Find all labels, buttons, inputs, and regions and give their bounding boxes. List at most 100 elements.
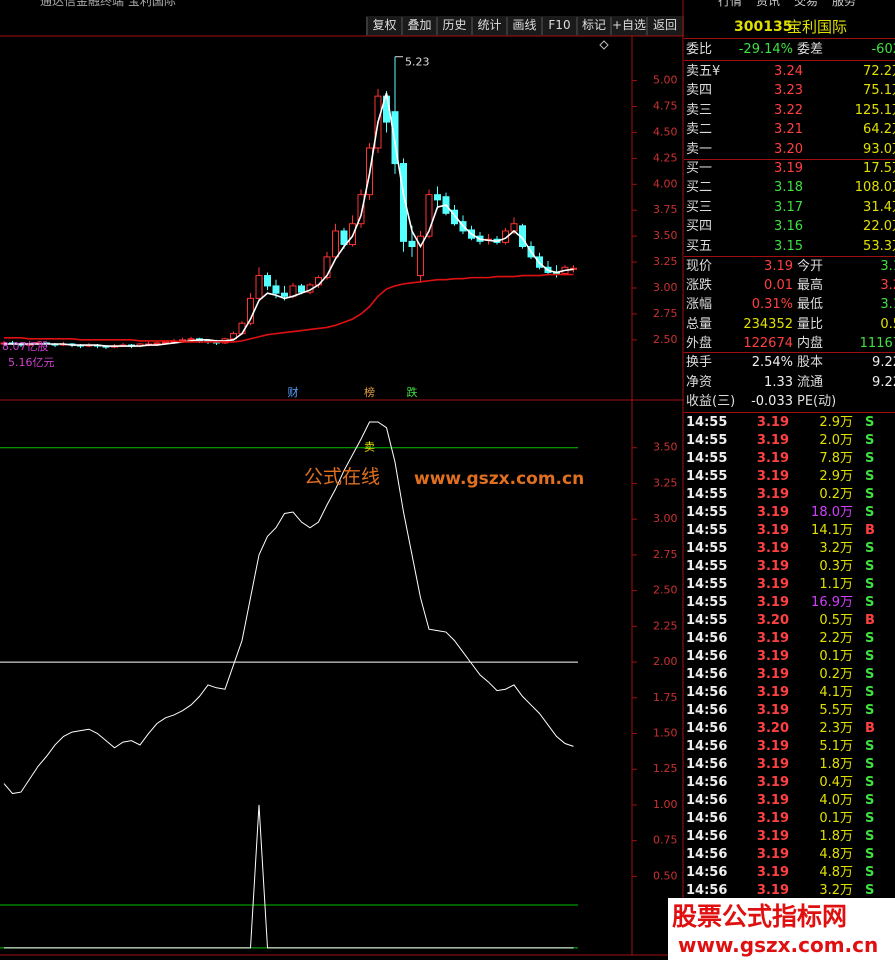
stock-code: 300135 bbox=[734, 19, 793, 35]
trade-price: 3.19 bbox=[756, 433, 789, 448]
trade-time: 14:55 bbox=[686, 451, 728, 466]
top-tab[interactable]: 服务 bbox=[832, 0, 857, 8]
trade-volume: 0.2万 bbox=[819, 667, 853, 682]
trade-side: S bbox=[865, 829, 875, 844]
trade-side: S bbox=[865, 847, 875, 862]
quote-text: 买一 bbox=[686, 161, 713, 176]
event-marker: 财 bbox=[288, 385, 299, 399]
quote-text: 换手 bbox=[686, 355, 713, 370]
trade-volume: 4.1万 bbox=[819, 685, 853, 700]
trade-price: 3.19 bbox=[756, 685, 789, 700]
quote-text: 3.2 bbox=[880, 278, 895, 294]
trade-time: 14:55 bbox=[686, 559, 728, 574]
candle-body bbox=[391, 111, 399, 165]
quote-text: 72.2万 bbox=[863, 64, 895, 79]
quote-text: 3.22 bbox=[774, 102, 803, 118]
event-marker: 跌 bbox=[407, 385, 418, 399]
trade-volume: 2.2万 bbox=[819, 631, 853, 646]
quote-text: 买三 bbox=[686, 199, 713, 215]
toolbar-button[interactable]: 统计 bbox=[477, 18, 502, 32]
toolbar-button[interactable]: 返回 bbox=[652, 18, 677, 32]
y-tick-label: 2.75 bbox=[653, 307, 678, 320]
toolbar-button[interactable]: +自选 bbox=[611, 18, 647, 32]
trade-volume: 0.1万 bbox=[819, 811, 853, 826]
toolbar-button[interactable]: 历史 bbox=[442, 18, 467, 32]
quote-text: PE(动) bbox=[797, 394, 837, 409]
trade-side: S bbox=[865, 577, 875, 592]
overlay-text: 5.16亿元 bbox=[8, 356, 55, 369]
trade-time: 14:56 bbox=[686, 739, 728, 754]
y-tick-label: 0.75 bbox=[653, 834, 678, 847]
quote-text: 3.19 bbox=[774, 161, 803, 176]
toolbar-button[interactable]: 叠加 bbox=[407, 18, 432, 32]
charts: 2.50 2.75 3.00 3.25 3.50 3.75 4.00 4.25 4.50 4.75… bbox=[0, 0, 684, 960]
toolbar-button[interactable]: 复权 bbox=[372, 18, 397, 32]
quote-text: 股本 bbox=[797, 355, 824, 370]
panel-separator bbox=[684, 412, 895, 413]
trade-volume: 2.9万 bbox=[819, 469, 853, 484]
trade-side: B bbox=[865, 523, 875, 538]
quote-text: -29.14% bbox=[738, 42, 793, 57]
quote-text: 卖五¥ bbox=[686, 64, 721, 79]
trade-volume: 2.9万 bbox=[819, 415, 853, 430]
y-tick-label: 2.75 bbox=[653, 548, 678, 561]
trade-price: 3.19 bbox=[756, 667, 789, 682]
candle-body bbox=[340, 230, 348, 245]
trade-time: 14:55 bbox=[686, 505, 728, 520]
y-tick-label: 3.25 bbox=[653, 476, 678, 489]
trade-side: S bbox=[865, 811, 875, 826]
trade-volume: 16.9万 bbox=[811, 595, 853, 610]
quote-text: 3.20 bbox=[774, 141, 803, 157]
top-tab[interactable]: 行情 bbox=[718, 0, 743, 8]
trade-volume: 5.1万 bbox=[819, 739, 853, 754]
trade-side: S bbox=[865, 685, 875, 700]
trade-volume: 3.2万 bbox=[819, 541, 853, 556]
quote-text: 卖三 bbox=[686, 102, 713, 118]
quote-text: 最高 bbox=[797, 278, 824, 294]
quote-text: 买五 bbox=[686, 238, 713, 254]
trade-time: 14:56 bbox=[686, 703, 728, 718]
trade-time: 14:56 bbox=[686, 631, 728, 646]
quote-text: 3.23 bbox=[774, 83, 803, 99]
candle-body bbox=[417, 235, 424, 277]
candle-body bbox=[357, 194, 365, 225]
trade-price: 3.19 bbox=[756, 631, 789, 646]
trade-time: 14:55 bbox=[686, 577, 728, 592]
trade-time: 14:56 bbox=[686, 793, 728, 808]
candle-body bbox=[162, 341, 169, 344]
trade-volume: 2.0万 bbox=[819, 433, 853, 448]
candle-body bbox=[400, 163, 407, 242]
quote-text: 买二 bbox=[686, 180, 713, 196]
y-tick-label: 1.25 bbox=[653, 762, 678, 775]
y-tick-label: 3.00 bbox=[653, 281, 678, 294]
y-tick-label: 3.50 bbox=[653, 229, 678, 242]
top-tab[interactable]: 资讯 bbox=[756, 0, 781, 8]
quote-text: 0.01 bbox=[764, 278, 793, 294]
trade-price: 3.19 bbox=[756, 451, 789, 466]
trade-volume: 0.2万 bbox=[819, 487, 853, 502]
series-line bbox=[4, 273, 574, 343]
quote-text: 流通 bbox=[797, 374, 824, 390]
toolbar-button[interactable]: F10 bbox=[548, 18, 571, 32]
trade-side: S bbox=[865, 487, 875, 502]
toolbar-button[interactable]: 标记 bbox=[581, 18, 606, 32]
trade-time: 14:56 bbox=[686, 865, 728, 880]
trade-side: S bbox=[865, 865, 875, 880]
trade-price: 3.19 bbox=[756, 541, 789, 556]
trade-price: 3.19 bbox=[756, 469, 789, 484]
toolbar-button[interactable]: 画线 bbox=[512, 18, 537, 32]
y-tick-label: 3.50 bbox=[653, 441, 678, 454]
series-line bbox=[4, 804, 574, 949]
trade-price: 3.19 bbox=[756, 829, 789, 844]
trade-price: 3.19 bbox=[756, 847, 789, 862]
candle-body bbox=[425, 194, 433, 237]
quote-text: 64.2万 bbox=[863, 122, 895, 138]
top-tab[interactable]: 交易 bbox=[794, 0, 819, 8]
trade-volume: 4.0万 bbox=[819, 793, 853, 808]
candle-body bbox=[298, 285, 305, 293]
trade-time: 14:56 bbox=[686, 883, 728, 898]
candle-body bbox=[153, 342, 161, 345]
trade-time: 14:55 bbox=[686, 487, 728, 502]
quote-text: 75.1万 bbox=[863, 83, 895, 99]
trade-side: S bbox=[865, 469, 875, 484]
